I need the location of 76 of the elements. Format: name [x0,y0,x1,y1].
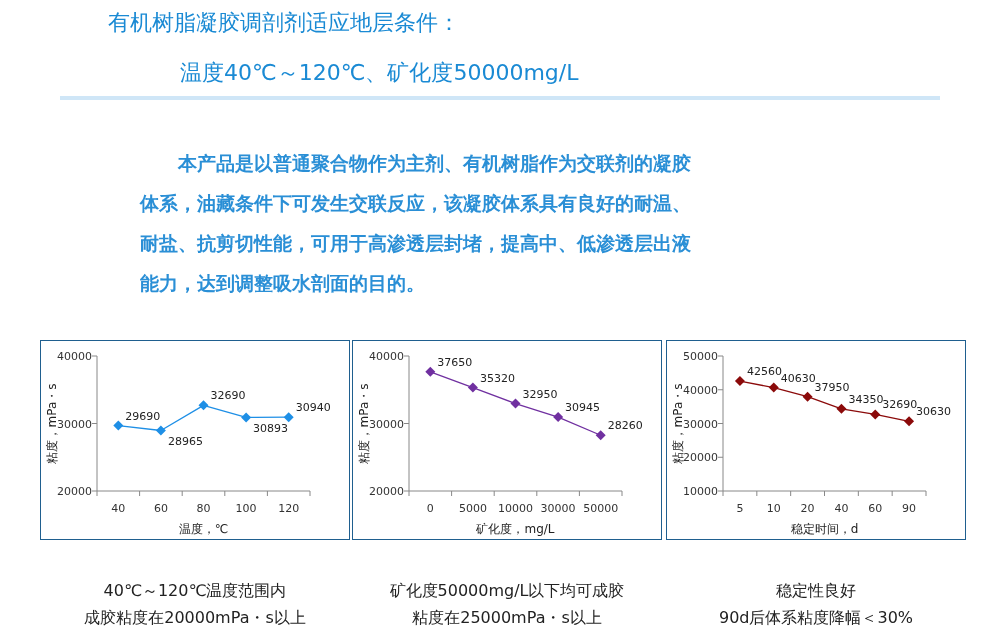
point [553,412,564,423]
x-tick-label: 50000 [583,502,619,515]
data-label: 30940 [295,401,331,415]
x-tick-label: 120 [278,502,300,515]
x-axis-title: 温度，℃ [178,522,229,536]
point [510,398,521,409]
x-axis-title: 矿化度，mg/L [475,522,555,536]
text: 稳定性良好 [776,581,856,600]
y-tick-label: 30000 [57,417,92,431]
point [467,382,478,393]
text: 有机树脂凝胶调剖剂适应地层条件： [108,10,460,35]
text: 耐盐、抗剪切性能，可用于高渗透层封堵，提高中、低渗透层出液 [140,232,692,254]
point [283,412,294,423]
y-tick-label: 10000 [683,485,718,498]
y-tick-label: 40000 [57,350,92,363]
x-tick-label: 60 [153,502,168,515]
text: 温度40℃～120℃、矿化度50000mg/L [180,60,580,85]
data-label: 32690 [882,398,918,412]
point [904,416,915,427]
x-tick-label: 20 [800,502,815,515]
x-tick-label: 60 [868,502,883,515]
point [595,430,606,441]
data-label: 37950 [814,380,850,394]
data-label: 30945 [565,401,601,415]
data-label: 28260 [607,419,643,433]
text: 能力，达到调整吸水剖面的目的。 [140,272,425,294]
x-tick-label: 100 [235,502,257,515]
text: 成胶粘度在20000mPa・s以上 [84,608,306,627]
text: 本产品是以普通聚合物作为主剂、有机树脂作为交联剂的凝胶 [177,152,691,174]
text: 体系，油藏条件下可发生交联反应，该凝胶体系具有良好的耐温、 [139,192,691,214]
x-tick-label: 30000 [540,502,576,515]
x-tick-label: 40 [111,502,126,515]
text: 90d后体系粘度降幅＜30% [718,608,914,627]
y-tick-label: 40000 [369,350,404,363]
y-tick-label: 30000 [683,417,718,431]
point [198,400,209,411]
y-tick-label: 20000 [683,451,718,465]
data-label: 28965 [167,435,203,449]
point [241,412,252,423]
data-label: 40630 [780,371,816,385]
y-axis-title: 粘度，mPa・s [45,383,59,464]
data-label: 29690 [125,409,161,423]
x-axis-title: 稳定时间，d [790,522,859,536]
point [870,409,881,420]
x-tick-label: 10000 [498,502,533,515]
point [425,366,436,377]
point [836,403,847,414]
text: 粘度在25000mPa・s以上 [412,608,602,627]
x-tick-label: 40 [834,502,849,515]
data-label: 34350 [848,392,884,406]
x-tick-label: 5000 [458,502,487,515]
data-label: 32690 [210,389,246,403]
text: 40℃～120℃温度范围内 [103,581,287,600]
x-tick-label: 0 [426,502,434,515]
data-label: 35320 [479,371,515,385]
point [155,425,166,436]
x-tick-label: 90 [902,502,917,515]
y-tick-label: 50000 [683,350,718,363]
data-label: 30893 [253,422,289,436]
x-tick-label: 5 [736,502,744,515]
data-label: 37650 [437,355,473,369]
data-label: 30630 [916,405,952,419]
y-tick-label: 20000 [57,485,92,498]
point [734,376,745,387]
y-axis-title: 粘度，mPa・s [357,383,371,464]
y-tick-label: 30000 [369,417,404,431]
point [768,382,779,393]
text: 矿化度50000mg/L以下均可成胶 [388,581,625,600]
data-label: 42560 [746,365,782,379]
x-tick-label: 10 [766,502,781,515]
data-label: 32950 [522,387,558,401]
y-tick-label: 20000 [369,485,404,498]
y-tick-label: 40000 [683,383,718,397]
point [802,391,813,402]
point [113,420,124,431]
x-tick-label: 80 [196,502,211,515]
